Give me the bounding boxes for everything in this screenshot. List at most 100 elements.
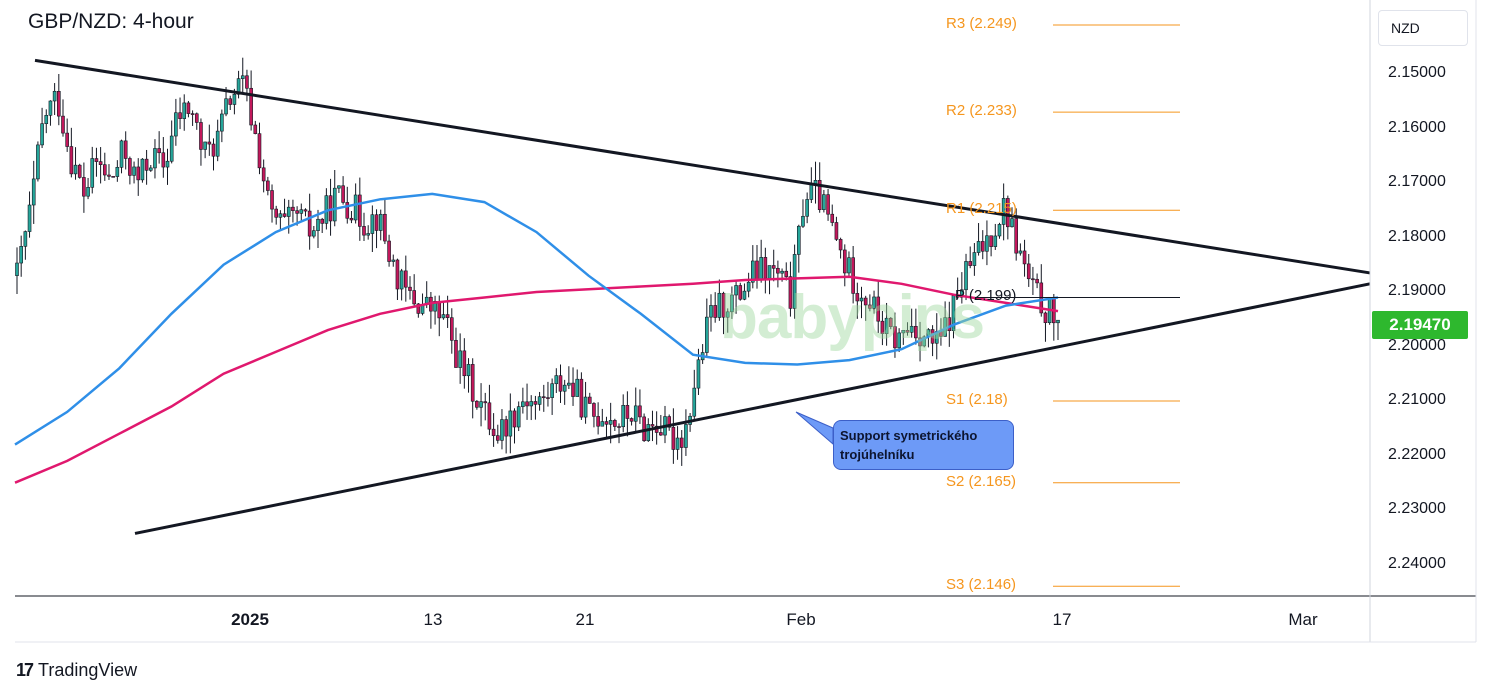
candlestick: [203, 141, 207, 159]
candlestick: [458, 333, 462, 384]
candlestick: [274, 205, 279, 225]
candlestick: [801, 199, 805, 228]
candlestick: [638, 389, 642, 424]
candlestick: [115, 160, 120, 182]
y-tick-label: 2.24000: [1388, 554, 1446, 572]
candlestick: [633, 387, 638, 432]
candlestick: [751, 245, 755, 289]
candlestick: [454, 327, 458, 368]
candlestick: [822, 189, 826, 213]
candlestick: [466, 358, 471, 393]
candlestick: [579, 372, 584, 420]
candlestick: [119, 139, 124, 174]
candlestick: [186, 100, 191, 118]
candlestick: [533, 395, 538, 420]
candlestick: [897, 328, 901, 352]
candlestick: [161, 137, 166, 178]
candlestick: [182, 94, 187, 131]
candlestick: [997, 222, 1002, 239]
candlestick: [36, 141, 40, 182]
tradingview-branding[interactable]: 17 TradingView: [16, 660, 137, 681]
candlestick: [479, 383, 483, 427]
tradingview-name: TradingView: [38, 660, 138, 680]
candlestick: [592, 402, 596, 428]
candlestick: [341, 176, 345, 205]
candlestick: [826, 189, 830, 221]
candlestick: [964, 253, 968, 301]
candlestick: [884, 302, 889, 346]
candlestick: [880, 310, 885, 346]
candlestick: [366, 225, 370, 240]
candlestick: [123, 131, 128, 170]
candlestick: [817, 162, 822, 213]
candlestick: [567, 366, 571, 390]
candlestick: [546, 381, 550, 407]
candlestick: [253, 120, 258, 135]
x-tick-label: 13: [423, 610, 443, 629]
candlestick: [128, 156, 132, 185]
y-tick-label: 2.18000: [1388, 227, 1446, 245]
candlestick: [199, 118, 203, 166]
candlestick: [1052, 293, 1056, 341]
candlestick: [562, 379, 567, 405]
candlestick: [792, 244, 797, 319]
candlestick: [383, 199, 387, 245]
candlestick: [1043, 311, 1048, 342]
callout-pointer: [795, 411, 834, 446]
x-tick-label: 2025: [231, 610, 269, 629]
candlestick: [77, 163, 82, 179]
candlestick: [613, 418, 617, 432]
candlestick: [144, 149, 149, 185]
candlestick: [985, 220, 989, 266]
candlestick: [905, 322, 910, 336]
candlestick: [98, 147, 103, 184]
candlestick: [408, 276, 412, 300]
candlestick: [851, 246, 855, 304]
candlestick: [48, 100, 53, 126]
candlestick: [19, 235, 23, 277]
candlestick: [914, 308, 918, 345]
candlestick: [784, 262, 789, 281]
slow-moving-average-line: [14, 275, 1059, 484]
y-tick-label: 2.22000: [1388, 445, 1446, 463]
candlestick: [174, 98, 178, 146]
candlestick: [307, 193, 312, 250]
candlestick: [31, 160, 36, 224]
candlestick: [257, 122, 262, 175]
y-tick-label: 2.21000: [1388, 391, 1446, 408]
candlestick: [207, 124, 212, 156]
candlestick: [441, 300, 446, 320]
candlestick: [312, 225, 316, 239]
candlestick: [249, 70, 253, 131]
babypips-watermark: babypips: [720, 283, 985, 352]
y-tick-label: 2.16000: [1388, 118, 1446, 136]
pivot-level-label: R2 (2.233): [946, 102, 1017, 120]
candlestick: [838, 237, 843, 259]
candlestick: [734, 279, 738, 314]
candlestick: [972, 243, 977, 276]
candlestick: [512, 408, 517, 444]
x-tick-label: Feb: [786, 610, 816, 629]
candlestick: [550, 378, 554, 415]
candlestick: [617, 423, 621, 444]
candlestick: [541, 384, 546, 412]
candlestick: [788, 261, 793, 317]
candlestick: [303, 208, 308, 217]
candlestick: [1026, 253, 1031, 287]
y-tick-label: 2.23000: [1388, 500, 1446, 517]
candlestick: [245, 69, 249, 102]
candlestick: [989, 235, 993, 257]
candlestick: [429, 291, 433, 329]
candlestick: [692, 369, 697, 421]
candlestick: [395, 258, 400, 301]
candlestick: [834, 216, 839, 241]
candlestick: [470, 358, 475, 419]
candlestick: [776, 260, 780, 288]
candlestick: [554, 368, 559, 393]
currency-selector[interactable]: NZD: [1378, 10, 1468, 46]
candlestick: [328, 178, 333, 236]
candlestick: [604, 416, 609, 439]
candlestick: [190, 110, 195, 126]
candlestick: [705, 298, 709, 357]
